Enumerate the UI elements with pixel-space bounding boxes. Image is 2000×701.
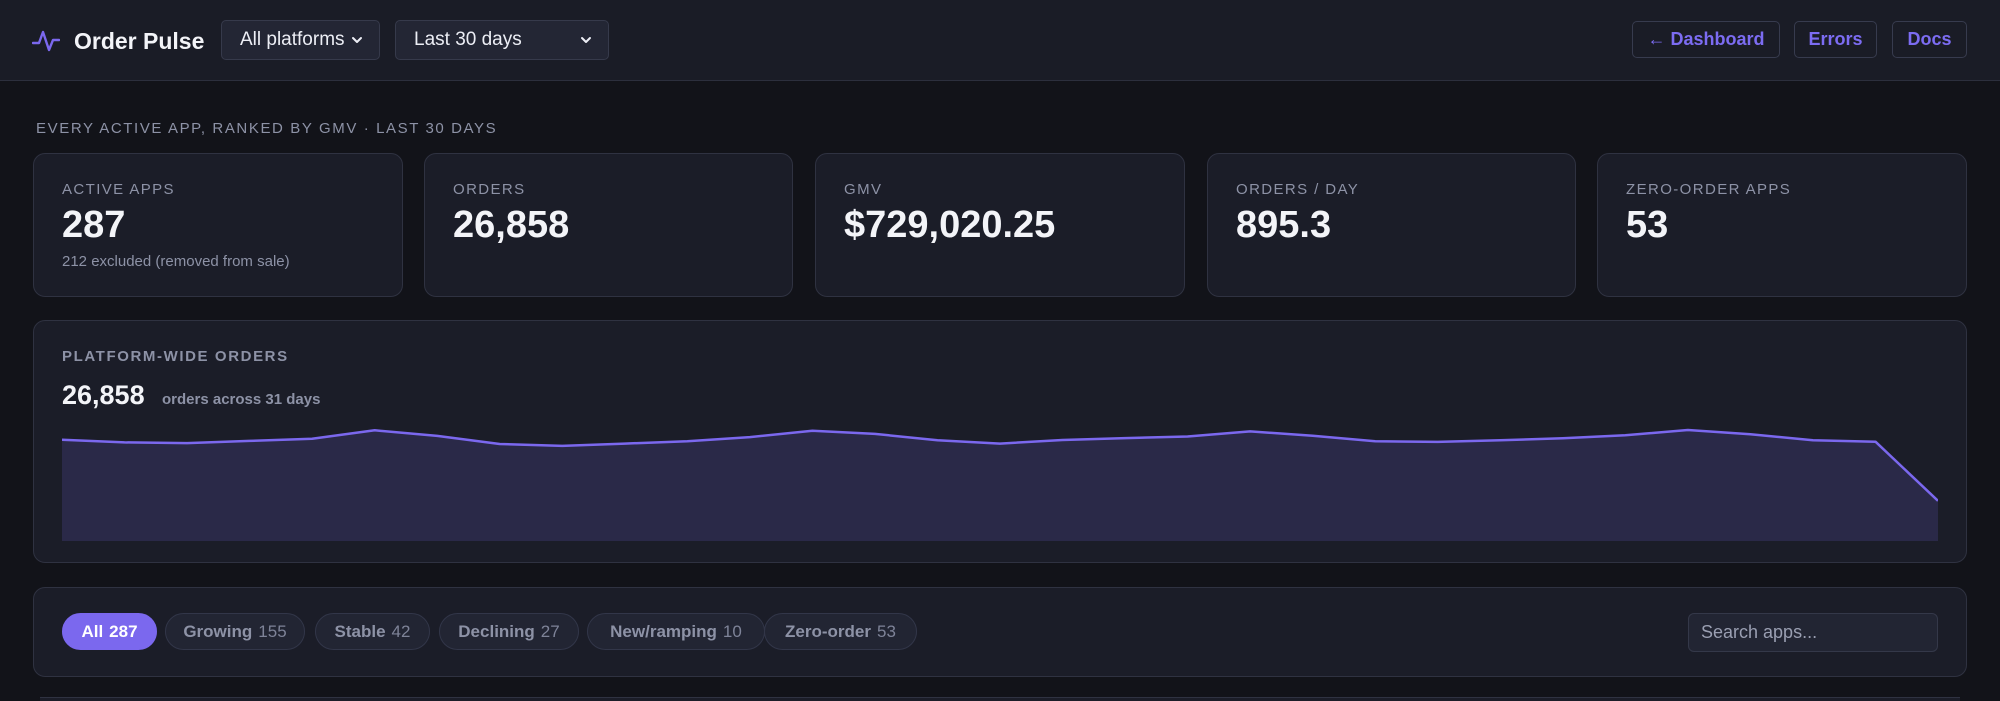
stat-card-active-apps: ACTIVE APPS 287 212 excluded (removed fr… — [33, 153, 403, 297]
stat-value: 53 — [1626, 204, 1669, 246]
filter-pill-growing[interactable]: Growing 155 — [165, 613, 305, 650]
chart-total: 26,858 — [62, 380, 145, 410]
chart-point-day-20 — [1247, 428, 1253, 434]
chart-point-day-7 — [434, 433, 440, 439]
platform-select[interactable]: All platforms — [221, 20, 380, 60]
stat-subtext: 212 excluded (removed from sale) — [62, 253, 290, 270]
chart-series-line — [62, 428, 1938, 502]
chart-point-day-16 — [997, 441, 1003, 447]
chart-point-day-4 — [247, 438, 253, 444]
stat-label: GMV — [844, 181, 883, 198]
stat-label: ZERO-ORDER APPS — [1626, 181, 1792, 198]
pulse-icon — [32, 30, 60, 52]
chart-point-day-15 — [935, 437, 941, 443]
chart-point-day-25 — [1560, 435, 1566, 441]
filter-pill-zero-order[interactable]: Zero-order 53 — [764, 613, 917, 650]
filter-pill-label: Growing — [183, 621, 253, 641]
filter-pill-stable[interactable]: Stable 42 — [315, 613, 430, 650]
filter-pill-count: 53 — [877, 621, 896, 641]
chart-point-day-10 — [622, 441, 628, 447]
filter-pill-label: New/ramping — [610, 621, 717, 641]
filter-bar: All 287 Growing 155 Stable 42 Declining … — [33, 587, 1967, 677]
chart-title: PLATFORM-WIDE ORDERS — [62, 348, 289, 365]
date-range-select-value: Last 30 days — [414, 29, 522, 50]
chart-point-day-18 — [1122, 435, 1128, 441]
chart-point-day-2 — [122, 439, 128, 445]
top-bar: Order Pulse All platforms Last 30 days ←… — [0, 0, 2000, 81]
chart-area-fill — [62, 430, 1938, 541]
orders-area-chart — [62, 427, 1938, 541]
orders-chart-card: PLATFORM-WIDE ORDERS 26,858 orders acros… — [33, 320, 1967, 563]
chart-point-day-14 — [872, 431, 878, 437]
date-range-select[interactable]: Last 30 days — [395, 20, 609, 60]
chart-point-day-3 — [184, 440, 190, 446]
filter-pill-count: 155 — [258, 621, 287, 641]
filter-pill-label: Stable — [334, 621, 386, 641]
chart-point-day-22 — [1372, 438, 1378, 444]
chart-point-day-28 — [1747, 431, 1753, 437]
filter-pill-new-ramping[interactable]: New/ramping 10 — [587, 613, 765, 650]
filter-pill-label: Zero-order — [785, 621, 872, 641]
chart-point-day-8 — [497, 441, 503, 447]
filter-pill-count: 287 — [109, 621, 138, 641]
brand: Order Pulse — [32, 24, 204, 58]
chart-point-day-24 — [1497, 437, 1503, 443]
stat-card-orders-per-day: ORDERS / DAY 895.3 — [1207, 153, 1576, 297]
chevron-down-icon — [581, 37, 591, 43]
platform-select-value: All platforms — [240, 29, 345, 50]
chart-point-day-19 — [1185, 434, 1191, 440]
chart-point-day-5 — [309, 436, 315, 442]
chart-point-day-21 — [1310, 433, 1316, 439]
stat-label: ACTIVE APPS — [62, 181, 175, 198]
filter-pill-count: 27 — [540, 621, 560, 641]
errors-button[interactable]: Errors — [1794, 21, 1877, 58]
stat-card-orders: ORDERS 26,858 — [424, 153, 793, 297]
stat-label: ORDERS / DAY — [1236, 181, 1360, 198]
chart-point-day-29 — [1810, 437, 1816, 443]
search-apps-input[interactable] — [1688, 613, 1938, 652]
stat-card-zero-order-apps: ZERO-ORDER APPS 53 — [1597, 153, 1967, 297]
stat-card-gmv: GMV $729,020.25 — [815, 153, 1185, 297]
chart-point-day-9 — [559, 443, 565, 449]
chart-point-day-23 — [1435, 439, 1441, 445]
app-title: Order Pulse — [74, 27, 205, 54]
chart-point-day-17 — [1060, 437, 1066, 443]
chart-note: orders across 31 days — [162, 391, 321, 408]
section-subtitle: EVERY ACTIVE APP, RANKED BY GMV · LAST 3… — [36, 120, 498, 137]
filter-pill-label: Declining — [458, 621, 535, 641]
stat-value: 26,858 — [453, 204, 570, 246]
docs-button[interactable]: Docs — [1892, 21, 1967, 58]
filter-pill-all[interactable]: All 287 — [62, 613, 157, 650]
chevron-down-icon — [352, 37, 362, 43]
stat-label: ORDERS — [453, 181, 526, 198]
dashboard-link-button[interactable]: ← Dashboard — [1632, 21, 1780, 58]
stat-value: 287 — [62, 204, 126, 246]
chart-point-day-12 — [747, 434, 753, 440]
chart-point-day-6 — [372, 427, 378, 433]
filter-pill-count: 42 — [391, 621, 411, 641]
filter-pill-label: All — [81, 621, 104, 641]
filter-pill-count: 10 — [722, 621, 742, 641]
stat-value: $729,020.25 — [844, 204, 1056, 246]
table-top-edge — [40, 697, 1960, 701]
filter-pill-declining[interactable]: Declining 27 — [439, 613, 579, 650]
chart-point-day-27 — [1685, 427, 1691, 433]
stat-value: 895.3 — [1236, 204, 1332, 246]
chart-point-day-13 — [809, 428, 815, 434]
chart-point-day-11 — [684, 438, 690, 444]
chart-point-day-26 — [1622, 432, 1628, 438]
chart-point-day-30 — [1873, 439, 1879, 445]
